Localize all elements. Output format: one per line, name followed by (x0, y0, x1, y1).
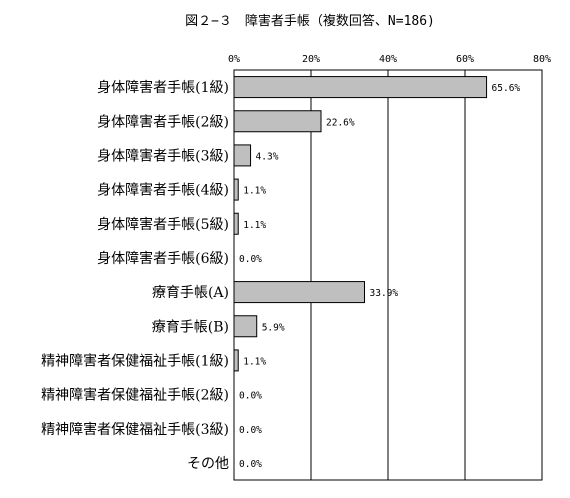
value-label: 1.1% (243, 220, 266, 231)
value-label: 33.9% (370, 288, 399, 299)
category-label: その他 (187, 456, 229, 472)
x-tick-label: 60% (456, 54, 474, 65)
bar (233, 178, 239, 201)
x-tick-label: 0% (228, 54, 240, 65)
bar (233, 281, 366, 304)
value-label: 5.9% (262, 322, 285, 333)
category-labels: 身体障害者手帳(1級) 身体障害者手帳(2級) 身体障害者手帳(3級) 身体障害者手帳… (41, 80, 229, 472)
x-tick-label: 40% (379, 54, 397, 65)
bar (233, 349, 239, 372)
value-label: 0.0% (239, 391, 262, 402)
bar (233, 212, 239, 235)
value-label: 0.0% (239, 425, 262, 436)
value-label: 65.6% (492, 83, 521, 94)
x-axis-ticks: 0% 20% 40% 60% 80% (228, 54, 551, 65)
value-labels: 65.6% 22.6% 4.3% 1.1% 1.1% 0.0% 33.9% 5.9% 1.1% 0… (239, 83, 520, 470)
bar (233, 110, 322, 133)
category-label: 身体障害者手帳(1級) (97, 80, 229, 96)
chart-title: 図２−３ 障害者手帳（複数回答、N=186) (185, 13, 435, 29)
category-label: 身体障害者手帳(5級) (97, 217, 229, 233)
value-label: 0.0% (239, 254, 262, 265)
value-label: 1.1% (243, 356, 266, 367)
x-tick-label: 20% (302, 54, 320, 65)
gridlines (310, 70, 466, 480)
value-label: 1.1% (243, 186, 266, 197)
bar (233, 144, 252, 167)
bar (233, 76, 488, 99)
category-label: 身体障害者手帳(2級) (97, 114, 229, 130)
category-label: 精神障害者保健福祉手帳(1級) (41, 353, 229, 369)
category-label: 身体障害者手帳(6級) (97, 251, 229, 267)
x-tick-label: 80% (533, 54, 551, 65)
value-label: 4.3% (256, 151, 279, 162)
category-label: 療育手帳(A) (152, 284, 229, 301)
category-label: 身体障害者手帳(4級) (97, 183, 229, 199)
category-label: 療育手帳(B) (152, 318, 229, 335)
category-label: 精神障害者保健福祉手帳(2級) (41, 388, 229, 404)
category-label: 身体障害者手帳(3級) (97, 148, 229, 164)
value-label: 22.6% (326, 117, 355, 128)
category-label: 精神障害者保健福祉手帳(3級) (41, 422, 229, 438)
value-label: 0.0% (239, 459, 262, 470)
bar (233, 315, 258, 338)
plot-area-frame (233, 69, 543, 481)
